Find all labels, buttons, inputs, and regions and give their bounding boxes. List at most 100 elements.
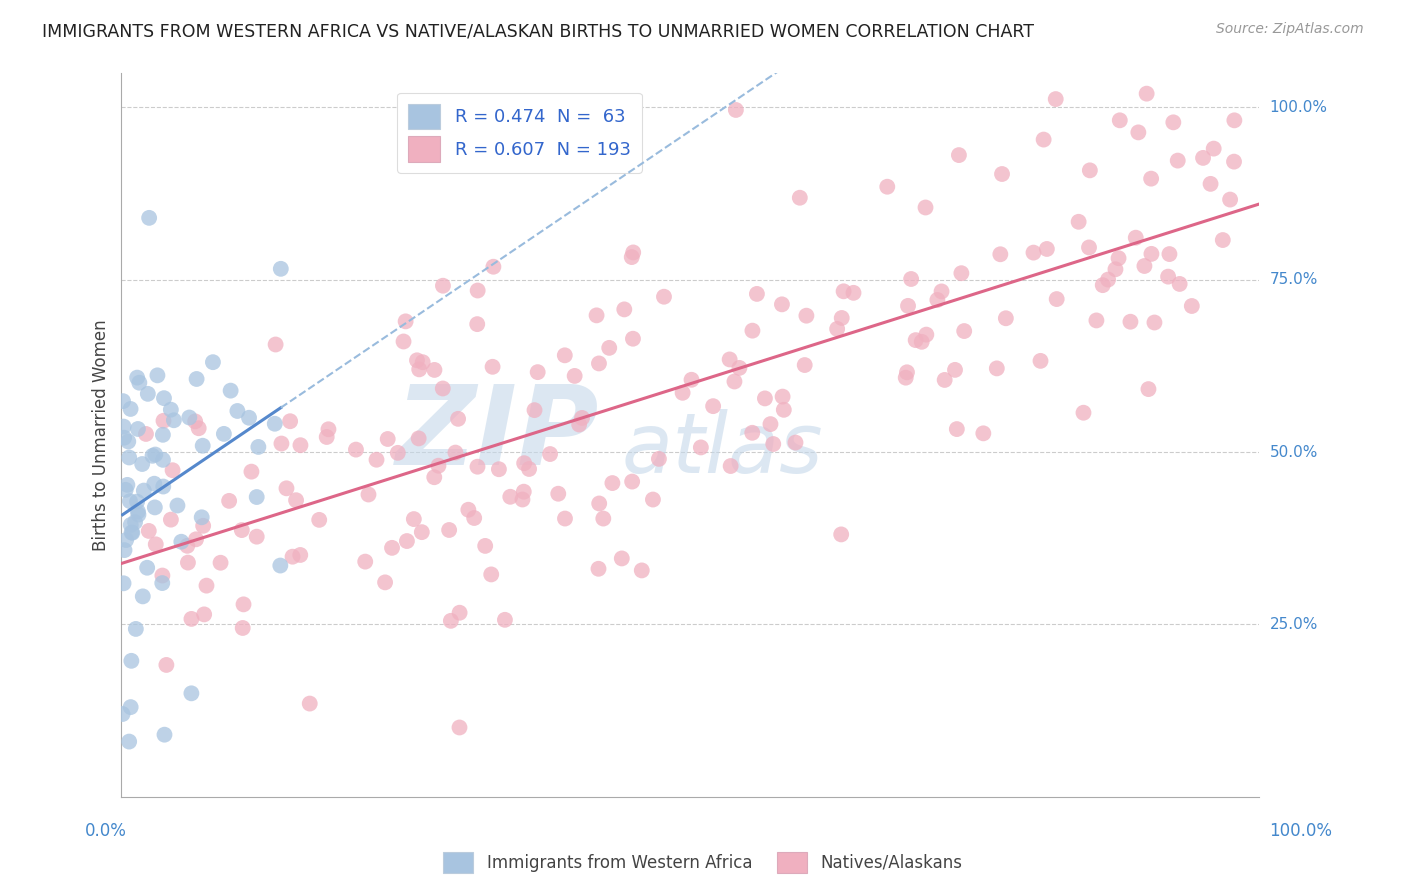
Point (876, 179, 898, 194)
Point (247, 440, 270, 454)
Point (118, 494, 141, 508)
Point (444, 445, 467, 459)
Point (128, 376, 150, 390)
Point (1104, 262, 1126, 277)
Point (432, 382, 454, 396)
Point (395, 534, 418, 549)
Point (117, 478, 139, 492)
Point (994, 311, 1017, 326)
Point (1159, 247, 1181, 261)
Point (621, 332, 644, 346)
Point (176, 539, 198, 553)
Point (179, 410, 201, 425)
Point (423, 363, 446, 377)
Point (934, 373, 956, 387)
Point (209, 556, 232, 570)
Point (143, 448, 166, 462)
Point (270, 261, 292, 276)
Point (118, 734, 141, 748)
Point (830, 527, 852, 541)
Point (1029, 354, 1052, 368)
Point (724, 103, 747, 117)
Point (437, 523, 460, 537)
Point (357, 487, 380, 501)
Point (641, 492, 664, 507)
Point (432, 278, 454, 293)
Point (972, 426, 994, 441)
Point (308, 513, 330, 527)
Point (1097, 272, 1119, 286)
Point (120, 654, 142, 668)
Point (411, 525, 433, 540)
Point (948, 148, 970, 162)
Point (911, 334, 934, 349)
Point (246, 490, 269, 504)
Point (1128, 125, 1150, 139)
Point (652, 290, 675, 304)
Text: 75.0%: 75.0% (1270, 272, 1317, 287)
Point (915, 327, 938, 342)
Point (170, 534, 193, 549)
Point (463, 511, 485, 525)
Point (138, 211, 160, 225)
Point (440, 614, 463, 628)
Point (186, 372, 208, 386)
Point (1045, 92, 1067, 106)
Point (526, 365, 548, 379)
Point (1085, 313, 1108, 327)
Point (474, 539, 496, 553)
Point (1137, 382, 1160, 396)
Point (1223, 154, 1246, 169)
Point (1167, 153, 1189, 168)
Point (155, 657, 177, 672)
Point (387, 446, 409, 460)
Point (991, 167, 1014, 181)
Point (374, 575, 396, 590)
Point (914, 201, 936, 215)
Point (132, 483, 155, 498)
Point (298, 697, 321, 711)
Point (479, 567, 502, 582)
Text: Source: ZipAtlas.com: Source: ZipAtlas.com (1216, 22, 1364, 37)
Point (127, 505, 149, 519)
Point (554, 348, 576, 362)
Point (904, 333, 927, 347)
Point (447, 412, 470, 426)
Point (201, 355, 224, 369)
Point (193, 607, 215, 622)
Point (571, 411, 593, 425)
Point (114, 483, 136, 497)
Point (263, 417, 285, 431)
Point (927, 293, 949, 307)
Point (950, 266, 973, 280)
Point (789, 191, 811, 205)
Text: ZIP: ZIP (395, 382, 599, 488)
Point (366, 452, 388, 467)
Point (1108, 113, 1130, 128)
Point (523, 403, 546, 417)
Point (770, 297, 793, 311)
Point (381, 541, 404, 555)
Point (1133, 259, 1156, 273)
Point (406, 353, 429, 368)
Point (610, 551, 633, 566)
Point (481, 359, 503, 374)
Point (427, 458, 450, 473)
Point (592, 511, 614, 525)
Point (1022, 245, 1045, 260)
Point (585, 309, 607, 323)
Point (145, 537, 167, 551)
Point (112, 394, 135, 409)
Point (285, 493, 308, 508)
Point (152, 479, 174, 493)
Point (1143, 316, 1166, 330)
Point (741, 425, 763, 440)
Point (517, 462, 540, 476)
Point (718, 352, 741, 367)
Point (143, 500, 166, 515)
Point (180, 612, 202, 626)
Point (150, 576, 173, 591)
Point (588, 496, 610, 510)
Point (231, 523, 253, 537)
Point (897, 299, 920, 313)
